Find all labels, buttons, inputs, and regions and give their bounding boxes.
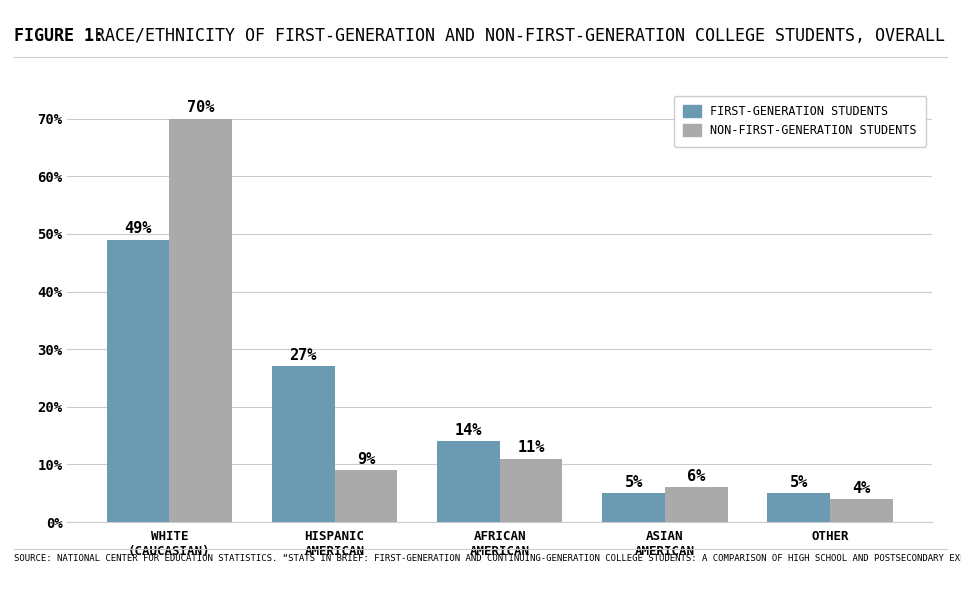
Bar — [169, 119, 233, 522]
Text: 4%: 4% — [852, 481, 871, 496]
Text: 27%: 27% — [289, 348, 317, 363]
Text: RACE/ETHNICITY OF FIRST-GENERATION AND NON-FIRST-GENERATION COLLEGE STUDENTS, OV: RACE/ETHNICITY OF FIRST-GENERATION AND N… — [85, 27, 945, 45]
Text: SOURCE: NATIONAL CENTER FOR EDUCATION STATISTICS. “STATS IN BRIEF: FIRST-GENERAT: SOURCE: NATIONAL CENTER FOR EDUCATION ST… — [14, 554, 961, 563]
Text: 70%: 70% — [187, 100, 214, 115]
Text: 5%: 5% — [790, 475, 808, 490]
Text: 5%: 5% — [625, 475, 643, 490]
Bar — [500, 458, 562, 522]
Bar — [665, 487, 727, 522]
Text: FIGURE 1:: FIGURE 1: — [14, 27, 105, 45]
Bar — [603, 493, 665, 522]
Bar — [767, 493, 830, 522]
Text: 6%: 6% — [687, 469, 705, 484]
Bar — [437, 442, 500, 522]
Bar — [334, 470, 397, 522]
Text: 11%: 11% — [517, 440, 545, 455]
Bar — [272, 367, 334, 522]
Text: 49%: 49% — [124, 221, 152, 236]
Legend: FIRST-GENERATION STUDENTS, NON-FIRST-GENERATION STUDENTS: FIRST-GENERATION STUDENTS, NON-FIRST-GEN… — [674, 96, 926, 147]
Bar — [830, 499, 893, 522]
Text: 9%: 9% — [357, 452, 375, 467]
Text: 14%: 14% — [455, 423, 482, 438]
Bar — [107, 240, 169, 522]
